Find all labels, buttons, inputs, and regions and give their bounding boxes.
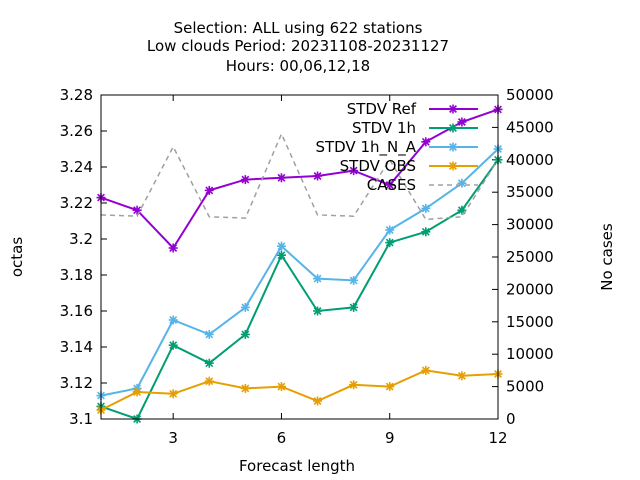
y-axis-left-label: octas [8,237,26,277]
y-left-tick-label: 3.24 [60,158,93,176]
data-point [313,396,323,406]
series-line [100,108,499,250]
y-axis-right-label: No cases [598,223,616,291]
data-point [349,275,359,285]
y-axis-right-ticks: 0 5000 10000 15000 20000 25000 30000 35000 40000… [492,86,554,428]
data-point [168,389,178,399]
data-point [349,166,359,176]
legend-label: CASES [367,176,416,194]
legend-label: STDV Ref [347,100,417,118]
data-point [421,203,431,213]
y-right-tick-label: 5000 [506,378,544,396]
y-left-tick-label: 3.18 [60,266,93,284]
data-point [276,382,286,392]
data-point [421,227,431,237]
legend-entry: STDV OBS [340,157,478,175]
x-tick-label: 9 [385,429,395,447]
title-line-1: Selection: ALL using 622 stations [174,19,423,37]
series-line [100,132,499,221]
series-layer [96,104,503,424]
y-axis-left-ticks: 3.1 3.12 3.14 3.16 3.18 3.2 3.22 3.24 3.26 3.28 [60,86,107,428]
legend-entry: CASES [367,176,478,194]
y-right-tick-label: 45000 [506,118,554,136]
series-line [100,148,499,397]
data-point [276,241,286,251]
data-point [168,340,178,350]
data-point [457,117,467,127]
y-right-tick-label: 15000 [506,313,554,331]
data-point [313,171,323,181]
y-left-tick-label: 3.28 [60,86,93,104]
y-left-tick-label: 3.22 [60,194,93,212]
data-point [385,225,395,235]
series-stdv-1h [96,155,503,424]
data-point [457,371,467,381]
y-left-tick-label: 3.26 [60,122,93,140]
data-point [385,180,395,190]
data-point [132,205,142,215]
plot-frame [100,94,499,420]
data-point [421,137,431,147]
y-left-tick-label: 3.2 [69,230,93,248]
data-point [385,238,395,248]
data-point [204,329,214,339]
data-point [421,365,431,375]
data-point [276,173,286,183]
data-point [240,329,250,339]
y-right-tick-label: 35000 [506,183,554,201]
series-line [100,369,499,411]
legend-label: STDV 1h [352,119,416,137]
chart-title: Selection: ALL using 622 stations Low cl… [147,19,449,75]
legend-label: STDV 1h_N_A [315,138,416,157]
data-point [168,315,178,325]
data-point [204,376,214,386]
y-right-tick-label: 20000 [506,280,554,298]
y-right-tick-label: 40000 [506,151,554,169]
data-point [240,302,250,312]
y-right-tick-label: 10000 [506,345,554,363]
y-right-tick-label: 25000 [506,248,554,266]
data-point [240,383,250,393]
y-left-tick-label: 3.1 [69,410,93,428]
y-right-tick-label: 30000 [506,216,554,234]
data-point [240,175,250,185]
data-point [313,306,323,316]
legend-entry: STDV 1h [352,119,478,137]
title-line-3: Hours: 00,06,12,18 [226,57,370,75]
legend-entry: STDV 1h_N_A [315,138,478,157]
x-tick-label: 12 [488,429,507,447]
data-point [457,178,467,188]
data-point [168,243,178,253]
data-point [349,302,359,312]
series-stdv-obs [96,365,503,415]
series-cases [100,132,499,221]
data-point [132,387,142,397]
data-point [457,205,467,215]
y-left-tick-label: 3.12 [60,374,93,392]
x-axis-label: Forecast length [239,457,355,475]
data-point [349,380,359,390]
x-tick-label: 3 [168,429,178,447]
y-right-tick-label: 0 [506,410,516,428]
data-point [204,358,214,368]
data-point [276,250,286,260]
legend-label: STDV OBS [340,157,416,175]
x-tick-label: 6 [277,429,287,447]
y-left-tick-label: 3.16 [60,302,93,320]
y-left-tick-label: 3.14 [60,338,93,356]
data-point [313,274,323,284]
data-point [385,382,395,392]
title-line-2: Low clouds Period: 20231108-20231127 [147,37,449,55]
data-point [204,185,214,195]
y-right-tick-label: 50000 [506,86,554,104]
legend-entry: STDV Ref [347,100,478,118]
series-line [100,159,499,421]
